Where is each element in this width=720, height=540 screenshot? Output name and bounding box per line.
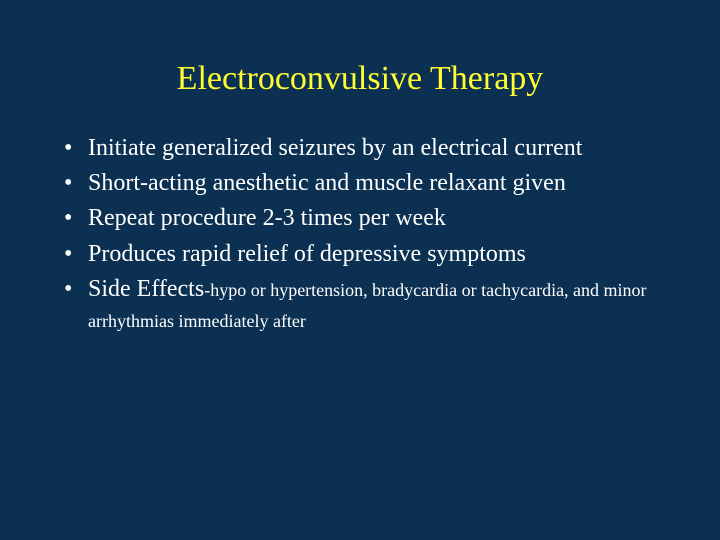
slide-container: Electroconvulsive Therapy • Initiate gen… xyxy=(0,0,720,540)
list-item: • Repeat procedure 2-3 times per week xyxy=(60,203,660,234)
list-item: • Side Effects-hypo or hypertension, bra… xyxy=(60,274,660,336)
bullet-text: Repeat procedure 2-3 times per week xyxy=(88,203,660,234)
bullet-icon: • xyxy=(60,239,88,270)
bullet-text: Short-acting anesthetic and muscle relax… xyxy=(88,168,660,199)
bullet-icon: • xyxy=(60,274,88,336)
slide-title: Electroconvulsive Therapy xyxy=(60,60,660,98)
bullet-icon: • xyxy=(60,133,88,164)
bullet-icon: • xyxy=(60,203,88,234)
list-item: • Produces rapid relief of depressive sy… xyxy=(60,239,660,270)
list-item: • Short-acting anesthetic and muscle rel… xyxy=(60,168,660,199)
bullet-text: Produces rapid relief of depressive symp… xyxy=(88,239,660,270)
bullet-icon: • xyxy=(60,168,88,199)
bullet-text: Initiate generalized seizures by an elec… xyxy=(88,133,660,164)
list-item: • Initiate generalized seizures by an el… xyxy=(60,133,660,164)
bullet-list: • Initiate generalized seizures by an el… xyxy=(60,133,660,336)
side-effects-text: Side Effects-hypo or hypertension, brady… xyxy=(88,274,660,336)
side-effects-label: Side Effects xyxy=(88,276,204,302)
